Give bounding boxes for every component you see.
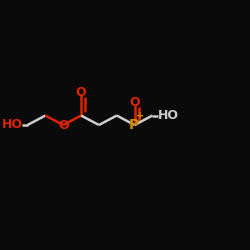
- Text: O: O: [76, 86, 86, 100]
- Text: P: P: [128, 118, 138, 132]
- Text: O: O: [129, 96, 140, 109]
- Text: HO: HO: [2, 118, 22, 132]
- Text: HO: HO: [158, 109, 178, 122]
- Text: +: +: [136, 111, 144, 121]
- Text: O: O: [58, 120, 68, 132]
